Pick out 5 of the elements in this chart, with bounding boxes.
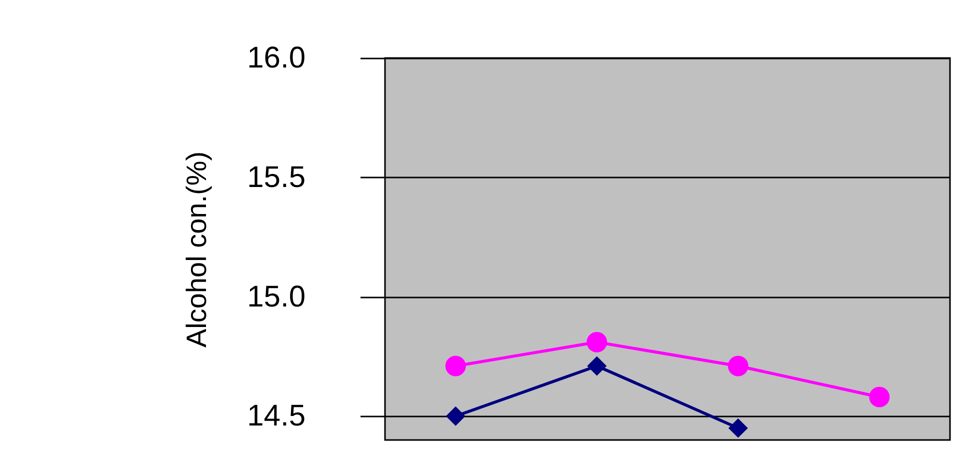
y-tick-label: 14.5 [247,400,306,433]
y-axis-title: Alcohol con.(%) [181,151,212,348]
y-tick-label: 15.5 [247,160,306,194]
y-tick-label: 16.0 [247,42,306,74]
y-tick-label: 15.0 [247,280,306,314]
